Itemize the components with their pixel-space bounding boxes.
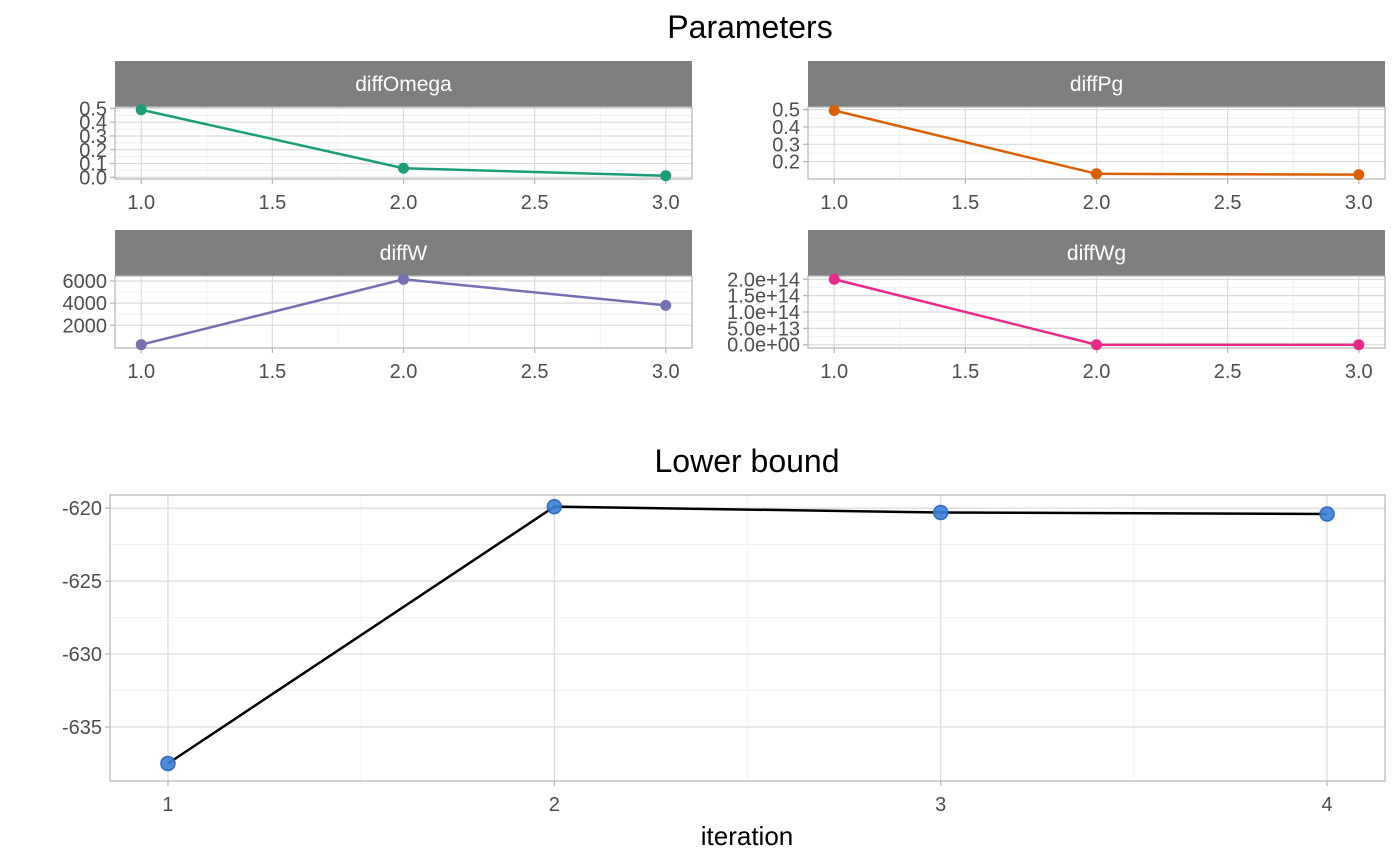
facet-y-tick-label: 6000 <box>63 271 108 293</box>
facet-x-tick-label: 3.0 <box>652 361 680 383</box>
facet-x-tick-label: 1.0 <box>820 361 848 383</box>
facet-x-tick-label: 2.0 <box>390 361 418 383</box>
facet-data-point <box>398 273 409 285</box>
facet-y-tick-label: 0.2 <box>772 152 800 174</box>
facet-x-tick-label: 1.5 <box>258 192 286 214</box>
facet-y-tick-label: 0.1 <box>79 154 107 176</box>
facet-y-tick-label: 0.0e+00 <box>727 335 800 357</box>
facet-x-tick-label: 2.5 <box>521 361 549 383</box>
facet-strip-label: diffW <box>380 242 428 265</box>
lower-bound-panel-border <box>109 494 1386 782</box>
facet-data-point <box>135 104 147 116</box>
facet-y-tick-label: 0.3 <box>772 134 800 156</box>
facet-strip <box>115 230 692 276</box>
lower-bound-x-tick-label: 4 <box>1321 794 1332 816</box>
parameters-title: Parameters <box>667 9 832 45</box>
facet-x-tick-label: 1.5 <box>258 361 286 383</box>
lower-bound-plot: 1 2 3 4 -635 -630 -625 -620 <box>62 494 1386 816</box>
facet-data-point <box>828 273 840 285</box>
lower-bound-x-axis-title: iteration <box>701 821 794 851</box>
facet-strip-label: diffWg <box>1067 242 1126 265</box>
facet-y-tick-label: 0.5 <box>79 98 107 120</box>
facet-data-point <box>1353 339 1365 351</box>
facet-strip <box>115 61 692 107</box>
lower-bound-series-line <box>167 505 1328 765</box>
facet-y-tick-label: 2000 <box>63 315 108 337</box>
facet-data-point <box>1091 339 1102 351</box>
facet-x-tick-label: 3.0 <box>1345 361 1373 383</box>
lower-bound-data-point <box>932 504 949 521</box>
facet-y-tick-label: 0.5 <box>772 100 800 122</box>
lower-bound-x-tick-label: 3 <box>935 794 946 816</box>
facet-y-tick-label: 5.0e+13 <box>727 318 800 340</box>
facet-x-tick-label: 1.0 <box>820 192 848 214</box>
facet-diffpg: diffPg 1.0 1.5 2.0 2.5 3.0 0.20.30.40.5 <box>772 61 1386 214</box>
facet-x-tick-label: 2.0 <box>1083 361 1111 383</box>
lower-bound-x-tick-label: 2 <box>549 794 560 816</box>
facet-data-point <box>1353 169 1365 181</box>
lower-bound-y-tick-label: -635 <box>62 717 102 739</box>
facet-x-tick-label: 3.0 <box>652 192 680 214</box>
facet-x-tick-label: 2.0 <box>1083 192 1111 214</box>
facet-y-tick-label: 0.2 <box>79 140 107 162</box>
facet-y-tick-label: 1.5e+14 <box>727 286 800 308</box>
facet-y-tick-label: 0.4 <box>79 112 107 134</box>
lower-bound-y-tick-label: -630 <box>62 644 102 666</box>
facet-x-tick-label: 2.5 <box>521 192 549 214</box>
facet-x-tick-label: 1.5 <box>951 192 979 214</box>
facet-strip <box>808 61 1385 107</box>
lower-bound-data-point <box>546 498 563 515</box>
facet-x-tick-label: 1.0 <box>127 192 155 214</box>
lower-bound-y-tick-label: -625 <box>62 571 102 593</box>
facet-diffomega: diffOmega 1.0 1.5 2.0 2.5 3.0 0.00.10.20.30.40… <box>79 61 693 214</box>
facet-y-tick-label: 0.0 <box>79 167 107 189</box>
facet-strip-label: diffPg <box>1070 73 1123 96</box>
lower-bound-data-point <box>1319 506 1335 522</box>
facet-diffwg: diffWg 1.0 1.5 2.0 2.5 3.0 0.0e+005.0e+131.0e+… <box>727 230 1386 383</box>
facet-x-tick-label: 2.5 <box>1214 361 1242 383</box>
facet-data-point <box>398 162 409 174</box>
facet-y-tick-label: 1.0e+14 <box>727 302 800 324</box>
lower-bound-x-tick-label: 1 <box>162 794 173 816</box>
facet-data-point <box>660 170 672 182</box>
facet-x-tick-label: 1.5 <box>951 361 979 383</box>
facet-data-point <box>1091 168 1102 180</box>
facet-data-point <box>828 104 840 116</box>
facet-data-point <box>660 299 672 311</box>
lower-bound-title: Lower bound <box>654 443 839 479</box>
lower-bound-data-point <box>160 755 176 772</box>
facet-y-tick-label: 2.0e+14 <box>727 269 800 291</box>
facet-y-tick-label: 0.4 <box>772 117 800 139</box>
facet-data-point <box>135 339 147 351</box>
lower-bound-y-tick-label: -620 <box>62 498 102 520</box>
facet-x-tick-label: 3.0 <box>1345 192 1373 214</box>
facet-strip-label: diffOmega <box>355 73 452 96</box>
facet-y-tick-label: 4000 <box>63 293 108 315</box>
facet-strip <box>808 230 1385 276</box>
facet-x-tick-label: 2.0 <box>390 192 418 214</box>
facet-x-tick-label: 2.5 <box>1214 192 1242 214</box>
facet-x-tick-label: 1.0 <box>127 361 155 383</box>
facet-y-tick-label: 0.3 <box>79 126 107 148</box>
